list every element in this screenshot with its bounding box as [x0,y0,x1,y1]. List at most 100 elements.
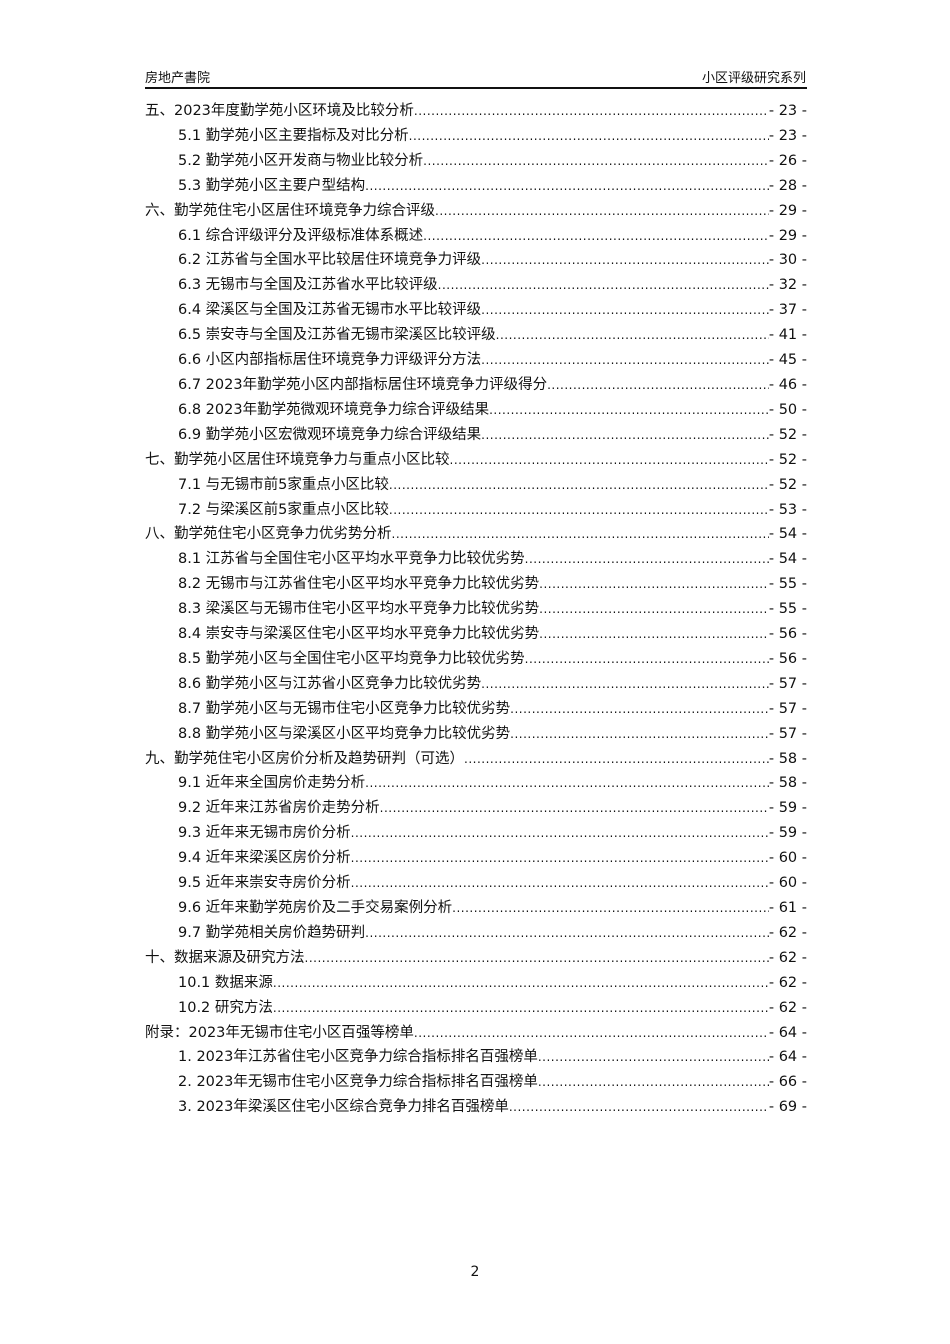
toc-section-entry[interactable]: 9.5 近年来崇安寺房价分析 - 60 - [145,871,807,896]
toc-chapter-entry[interactable]: 九、勤学苑住宅小区房价分析及趋势研判（可选） - 58 - [145,747,807,772]
toc-entry-title: 8.2 无锡市与江苏省住宅小区平均水平竞争力比较优劣势 [178,576,540,593]
toc-chapter-entry[interactable]: 七、勤学苑小区居住环境竞争力与重点小区比较 - 52 - [145,448,807,473]
toc-dot-leader [351,871,769,896]
toc-section-entry[interactable]: 6.1 综合评级评分及评级标准体系概述 - 29 - [145,224,807,249]
toc-dot-leader [510,697,769,722]
toc-section-entry[interactable]: 9.2 近年来江苏省房价走势分析 - 59 - [145,796,807,821]
toc-chapter-entry[interactable]: 五、2023年度勤学苑小区环境及比较分析 - 23 - [145,99,807,124]
toc-entry-title: 6.9 勤学苑小区宏微观环境竞争力综合评级结果 [178,426,482,443]
toc-section-entry[interactable]: 7.2 与梁溪区前5家重点小区比较 - 53 - [145,498,807,523]
toc-entry-page: - 58 - [768,750,807,767]
toc-section-entry[interactable]: 6.5 崇安寺与全国及江苏省无锡市梁溪区比较评级 - 41 - [145,323,807,348]
toc-entry-page: - 59 - [768,825,807,842]
toc-dot-leader [365,771,769,796]
toc-entry-page: - 60 - [768,875,807,892]
toc-section-entry[interactable]: 5.2 勤学苑小区开发商与物业比较分析 - 26 - [145,149,807,174]
header-series: 小区评级研究系列 [701,71,806,86]
toc-entry-title: 8.6 勤学苑小区与江苏省小区竞争力比较优劣势 [178,675,482,692]
toc-section-entry[interactable]: 1. 2023年江苏省住宅小区竞争力综合指标排名百强榜单 - 64 - [145,1045,807,1070]
toc-section-entry[interactable]: 2. 2023年无锡市住宅小区竞争力综合指标排名百强榜单 - 66 - [145,1070,807,1095]
toc-dot-leader [365,921,769,946]
toc-entry-title: 八、勤学苑住宅小区竞争力优劣势分析 [145,526,392,543]
toc-section-entry[interactable]: 6.6 小区内部指标居住环境竞争力评级评分方法 - 45 - [145,348,807,373]
toc-dot-leader [489,398,769,423]
toc-chapter-entry[interactable]: 八、勤学苑住宅小区竞争力优劣势分析 - 54 - [145,522,807,547]
toc-section-entry[interactable]: 8.8 勤学苑小区与梁溪区小区平均竞争力比较优劣势 - 57 - [145,722,807,747]
toc-dot-leader [389,498,769,523]
toc-entry-title: 6.1 综合评级评分及评级标准体系概述 [178,227,424,244]
toc-entry-title: 6.6 小区内部指标居住环境竞争力评级评分方法 [178,352,482,369]
toc-entry-title: 5.3 勤学苑小区主要户型结构 [178,177,366,194]
toc-section-entry[interactable]: 6.3 无锡市与全国及江苏省水平比较评级 - 32 - [145,273,807,298]
toc-dot-leader [538,1070,769,1095]
toc-dot-leader [481,348,769,373]
toc-dot-leader [538,1045,769,1070]
toc-section-entry[interactable]: 7.1 与无锡市前5家重点小区比较 - 52 - [145,473,807,498]
toc-chapter-entry[interactable]: 附录：2023年无锡市住宅小区百强等榜单 - 64 - [145,1021,807,1046]
toc-entry-title: 2. 2023年无锡市住宅小区竞争力综合指标排名百强榜单 [178,1074,538,1091]
toc-section-entry[interactable]: 8.2 无锡市与江苏省住宅小区平均水平竞争力比较优劣势 - 55 - [145,572,807,597]
toc-entry-title: 8.8 勤学苑小区与梁溪区小区平均竞争力比较优劣势 [178,725,511,742]
page-header: 房地产書院 小区评级研究系列 [145,67,806,87]
toc-entry-title: 6.5 崇安寺与全国及江苏省无锡市梁溪区比较评级 [178,327,496,344]
toc-section-entry[interactable]: 6.9 勤学苑小区宏微观环境竞争力综合评级结果 - 52 - [145,423,807,448]
toc-dot-leader [423,224,769,249]
toc-dot-leader [414,99,769,124]
toc-section-entry[interactable]: 5.1 勤学苑小区主要指标及对比分析 - 23 - [145,124,807,149]
toc-dot-leader [423,149,769,174]
toc-entry-page: - 62 - [768,999,807,1016]
toc-dot-leader [496,323,769,348]
toc-entry-page: - 30 - [768,252,807,269]
toc-section-entry[interactable]: 9.7 勤学苑相关房价趋势研判 - 62 - [145,921,807,946]
toc-entry-title: 10.2 研究方法 [178,999,273,1016]
toc-entry-title: 七、勤学苑小区居住环境竞争力与重点小区比较 [145,451,450,468]
toc-entry-page: - 57 - [768,725,807,742]
toc-section-entry[interactable]: 8.7 勤学苑小区与无锡市住宅小区竞争力比较优劣势 - 57 - [145,697,807,722]
toc-section-entry[interactable]: 8.3 梁溪区与无锡市住宅小区平均水平竞争力比较优劣势 - 55 - [145,597,807,622]
toc-entry-page: - 29 - [768,202,807,219]
toc-dot-leader [435,199,769,224]
toc-section-entry[interactable]: 8.6 勤学苑小区与江苏省小区竞争力比较优劣势 - 57 - [145,672,807,697]
toc-section-entry[interactable]: 10.1 数据来源 - 62 - [145,971,807,996]
toc-entry-page: - 50 - [768,401,807,418]
toc-dot-leader [539,597,769,622]
toc-entry-page: - 52 - [768,476,807,493]
toc-dot-leader [414,1021,769,1046]
toc-entry-title: 9.5 近年来崇安寺房价分析 [178,875,351,892]
toc-entry-page: - 64 - [768,1049,807,1066]
toc-entry-title: 7.2 与梁溪区前5家重点小区比较 [178,501,389,518]
toc-section-entry[interactable]: 6.7 2023年勤学苑小区内部指标居住环境竞争力评级得分 - 46 - [145,373,807,398]
toc-section-entry[interactable]: 6.8 2023年勤学苑微观环境竞争力综合评级结果 - 50 - [145,398,807,423]
toc-section-entry[interactable]: 8.1 江苏省与全国住宅小区平均水平竞争力比较优劣势 - 54 - [145,547,807,572]
toc-entry-page: - 56 - [768,650,807,667]
toc-chapter-entry[interactable]: 十、数据来源及研究方法 - 62 - [145,946,807,971]
toc-dot-leader [539,572,769,597]
toc-entry-page: - 46 - [768,376,807,393]
toc-section-entry[interactable]: 5.3 勤学苑小区主要户型结构 - 28 - [145,174,807,199]
toc-section-entry[interactable]: 8.4 崇安寺与梁溪区住宅小区平均水平竞争力比较优劣势 - 56 - [145,622,807,647]
toc-entry-title: 1. 2023年江苏省住宅小区竞争力综合指标排名百强榜单 [178,1049,538,1066]
toc-section-entry[interactable]: 6.4 梁溪区与全国及江苏省无锡市水平比较评级 - 37 - [145,298,807,323]
toc-dot-leader [547,373,769,398]
toc-dot-leader [438,273,769,298]
toc-entry-page: - 62 - [768,974,807,991]
toc-section-entry[interactable]: 3. 2023年梁溪区住宅小区综合竞争力排名百强榜单 - 69 - [145,1095,807,1120]
toc-entry-title: 十、数据来源及研究方法 [145,949,305,966]
toc-entry-title: 6.7 2023年勤学苑小区内部指标居住环境竞争力评级得分 [178,376,548,393]
toc-entry-title: 5.2 勤学苑小区开发商与物业比较分析 [178,152,424,169]
toc-section-entry[interactable]: 6.2 江苏省与全国水平比较居住环境竞争力评级 - 30 - [145,248,807,273]
toc-entry-page: - 55 - [768,601,807,618]
toc-entry-page: - 55 - [768,576,807,593]
toc-entry-title: 8.1 江苏省与全国住宅小区平均水平竞争力比较优劣势 [178,551,525,568]
toc-entry-title: 6.2 江苏省与全国水平比较居住环境竞争力评级 [178,252,482,269]
toc-section-entry[interactable]: 9.1 近年来全国房价走势分析 - 58 - [145,771,807,796]
toc-section-entry[interactable]: 10.2 研究方法 - 62 - [145,996,807,1021]
toc-section-entry[interactable]: 9.4 近年来梁溪区房价分析 - 60 - [145,846,807,871]
toc-entry-title: 附录：2023年无锡市住宅小区百强等榜单 [145,1024,414,1041]
toc-section-entry[interactable]: 8.5 勤学苑小区与全国住宅小区平均竞争力比较优劣势 - 56 - [145,647,807,672]
toc-dot-leader [510,722,769,747]
toc-section-entry[interactable]: 9.3 近年来无锡市房价分析 - 59 - [145,821,807,846]
toc-chapter-entry[interactable]: 六、勤学苑住宅小区居住环境竞争力综合评级 - 29 - [145,199,807,224]
toc-section-entry[interactable]: 9.6 近年来勤学苑房价及二手交易案例分析 - 61 - [145,896,807,921]
toc-dot-leader [305,946,769,971]
